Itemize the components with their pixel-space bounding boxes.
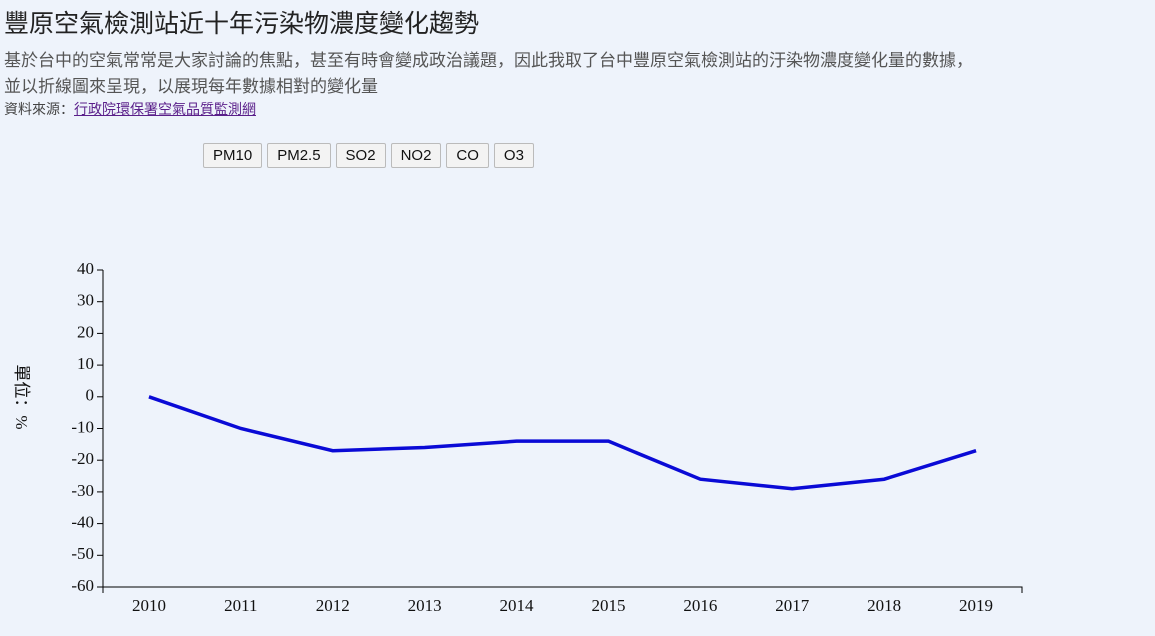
- y-tick-label: -60: [71, 576, 94, 595]
- x-tick-label: 2016: [683, 596, 717, 615]
- source-label: 資料來源：: [4, 101, 74, 117]
- pollutant-button[interactable]: O3: [493, 143, 534, 168]
- x-axis: [102, 586, 1023, 593]
- line-series: [148, 395, 977, 491]
- pollutant-button[interactable]: CO: [446, 143, 489, 168]
- x-tick-label: 2019: [959, 596, 993, 615]
- y-tick-label: 30: [77, 291, 94, 310]
- pollutant-button[interactable]: SO2: [335, 143, 386, 168]
- x-tick-label: 2018: [867, 596, 901, 615]
- x-tick-label: 2013: [408, 596, 442, 615]
- y-axis-label: 單位：%: [12, 364, 31, 429]
- pollutant-button[interactable]: NO2: [390, 143, 442, 168]
- y-tick-label: 10: [77, 354, 94, 373]
- x-tick-label: 2010: [132, 596, 166, 615]
- y-tick-label: 0: [86, 386, 95, 405]
- description: 基於台中的空氣常常是大家討論的焦點，甚至有時會變成政治議題，因此我取了台中豐原空…: [4, 51, 973, 70]
- y-tick-label: -40: [71, 513, 94, 532]
- y-tick-label: 40: [77, 259, 94, 278]
- x-tick-label: 2014: [500, 596, 535, 615]
- pollutant-button[interactable]: PM10: [203, 143, 263, 168]
- source: 資料來源：行政院環保署空氣品質監測網: [4, 99, 256, 119]
- y-tick-label: -10: [71, 417, 94, 436]
- page-title: 豐原空氣檢測站近十年污染物濃度變化趨勢: [4, 10, 480, 38]
- x-tick-label: 2015: [591, 596, 625, 615]
- y-tick-label: -50: [71, 544, 94, 563]
- y-tick-label: -30: [71, 481, 94, 500]
- x-tick-label: 2017: [775, 596, 810, 615]
- x-tick-label: 2012: [316, 596, 350, 615]
- description: 並以折線圖來呈現，以展現每年數據相對的變化量: [4, 77, 378, 96]
- y-tick-label: -20: [71, 449, 94, 468]
- source-link[interactable]: 行政院環保署空氣品質監測網: [74, 101, 256, 117]
- pollutant-button[interactable]: PM2.5: [267, 143, 331, 168]
- x-tick-label: 2011: [224, 596, 257, 615]
- y-tick-label: 20: [77, 322, 94, 341]
- button-bar: PM10 PM2.5 SO2 NO2 CO O3: [203, 143, 534, 168]
